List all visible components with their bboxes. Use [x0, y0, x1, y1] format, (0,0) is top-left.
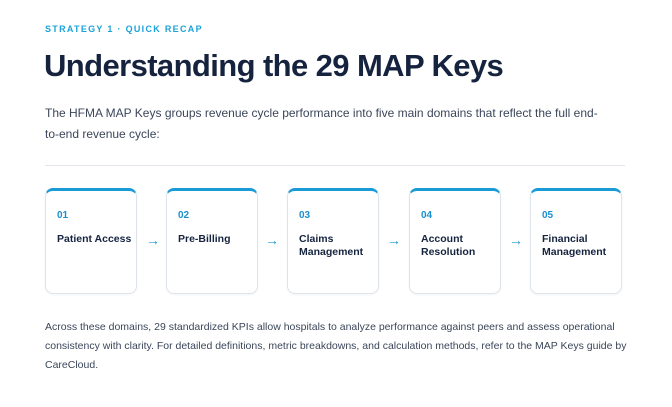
step-card-claims-management: 03 Claims Management: [287, 188, 379, 294]
step-number: 03: [299, 210, 311, 221]
step-card-patient-access: 01 Patient Access: [45, 188, 137, 294]
summary-paragraph: Across these domains, 29 standardized KP…: [45, 321, 627, 371]
step-number: 05: [542, 210, 554, 221]
step-label: Claims Management: [299, 233, 364, 258]
arrow-right-icon: →: [265, 232, 279, 248]
arrow-right-icon: →: [387, 232, 401, 248]
step-label: Account Resolution: [421, 233, 476, 258]
arrow-right-icon: →: [509, 232, 523, 248]
step-card-financial-management: 05 Financial Management: [530, 188, 622, 294]
step-label: Patient Access: [57, 233, 132, 245]
step-number: 04: [421, 210, 433, 221]
step-label: Pre-Billing: [178, 233, 231, 245]
step-label: Financial Management: [542, 233, 607, 258]
domain-steps: 01 Patient Access → 02 Pre-Billing → 03 …: [45, 188, 625, 296]
page-title: Understanding the 29 MAP Keys: [44, 48, 504, 83]
step-card-account-resolution: 04 Account Resolution: [409, 188, 501, 294]
eyebrow-label: STRATEGY 1 · QUICK RECAP: [45, 24, 203, 34]
intro-paragraph: The HFMA MAP Keys groups revenue cycle p…: [45, 106, 598, 141]
step-card-pre-billing: 02 Pre-Billing: [166, 188, 258, 294]
step-number: 01: [57, 210, 69, 221]
section-divider: [45, 165, 625, 166]
step-number: 02: [178, 210, 190, 221]
arrow-right-icon: →: [146, 232, 160, 248]
